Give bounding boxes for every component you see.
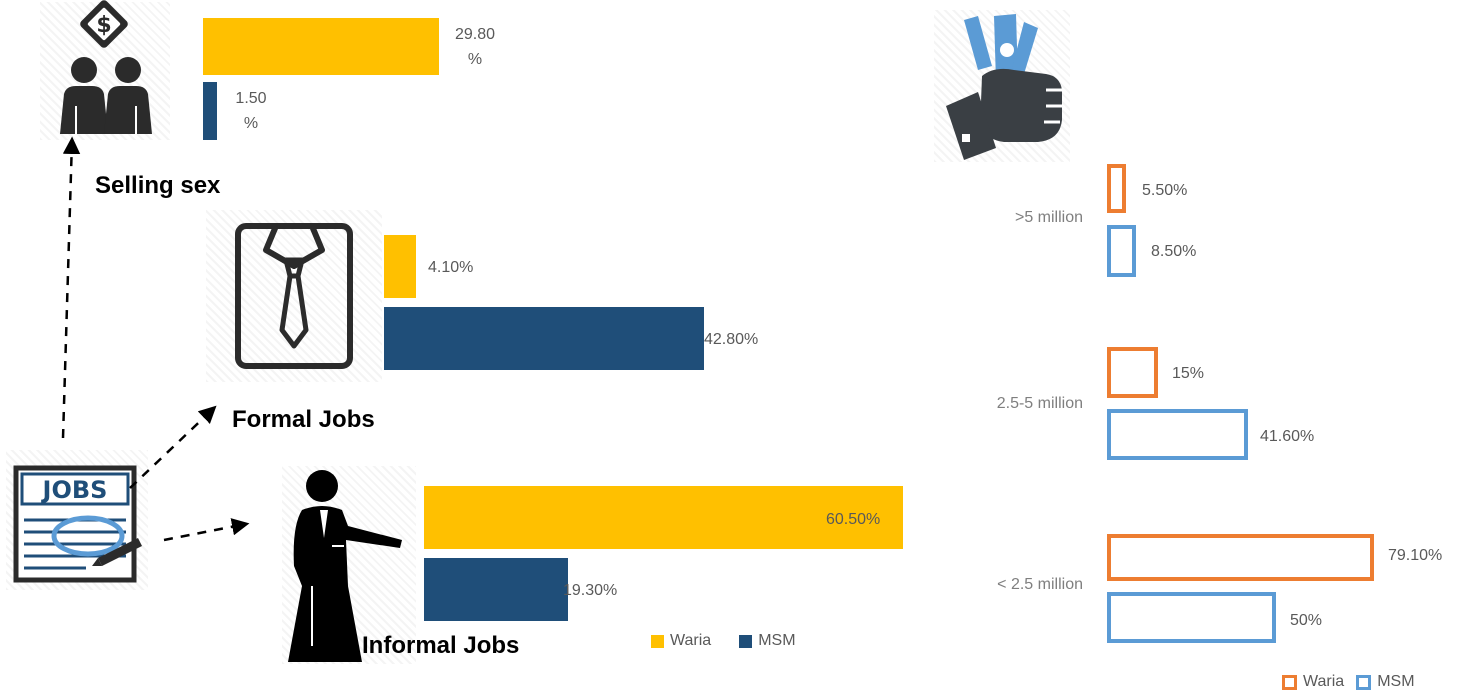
- legend-label-msm: MSM: [1377, 673, 1415, 690]
- value-informal-jobs-waria: 60.50%: [826, 511, 881, 528]
- bar-formal-jobs-waria: [384, 235, 417, 298]
- legend-swatch-waria: [651, 634, 664, 648]
- value-formal-jobs-msm: 42.80%: [704, 331, 759, 348]
- bar-over-5m-msm: [1107, 225, 1136, 277]
- value-over-5m-msm: 8.50%: [1151, 243, 1197, 260]
- svg-text:JOBS: JOBS: [41, 476, 108, 504]
- bar-over-5m-waria: [1107, 164, 1126, 213]
- jobs-newspaper-icon: JOBS: [6, 450, 148, 590]
- bar-informal-jobs-msm: [424, 558, 569, 621]
- label-selling-sex: Selling sex: [95, 172, 221, 199]
- bar-formal-jobs-msm: [384, 307, 704, 370]
- arrow-to-informal-jobs: [163, 518, 250, 542]
- value-2-5-to-5m-waria: 15%: [1172, 365, 1205, 382]
- bar-under-2-5m-msm: [1107, 592, 1276, 643]
- value-selling-sex-waria: 29.80 %: [454, 26, 496, 68]
- value-formal-jobs-waria: 4.10%: [428, 259, 474, 276]
- value-over-5m-waria: 5.50%: [1142, 182, 1188, 199]
- legend-label-msm: MSM: [758, 632, 796, 649]
- legend-label-waria: Waria: [670, 632, 712, 649]
- bar-under-2-5m-waria: [1107, 534, 1375, 581]
- value-selling-sex-msm: 1.50 %: [235, 90, 267, 132]
- bar-2-5-to-5m-msm: [1107, 409, 1248, 460]
- woman-presenter-icon: [282, 466, 416, 664]
- money-hand-icon: [934, 10, 1070, 162]
- bar-selling-sex-msm: [203, 82, 217, 140]
- legend-swatch-msm: [1356, 674, 1372, 690]
- value-informal-jobs-msm: 19.30%: [563, 582, 618, 599]
- income-legend: Waria MSM: [1282, 673, 1415, 691]
- value-2-5-to-5m-msm: 41.60%: [1260, 428, 1315, 445]
- money-exchange-people-icon: $: [40, 0, 170, 140]
- legend-swatch-waria: [1282, 674, 1297, 690]
- arrow-to-selling-sex: [61, 136, 81, 439]
- bar-2-5-to-5m-waria: [1107, 347, 1158, 398]
- income-category-label: < 2.5 million: [997, 576, 1083, 593]
- value-under-2-5m-msm: 50%: [1290, 612, 1323, 629]
- bar-selling-sex-waria: [203, 18, 440, 75]
- label-informal-jobs: Informal Jobs: [362, 632, 520, 659]
- income-category-label: >5 million: [1014, 209, 1083, 226]
- shirt-tie-icon: [206, 210, 382, 382]
- label-formal-jobs: Formal Jobs: [232, 406, 375, 433]
- income-category-label: 2.5-5 million: [996, 395, 1083, 412]
- value-under-2-5m-waria: 79.10%: [1388, 547, 1443, 564]
- legend-label-waria: Waria: [1303, 673, 1345, 690]
- jobs-legend: Waria MSM: [651, 632, 796, 650]
- legend-swatch-msm: [739, 634, 753, 648]
- svg-text:$: $: [96, 13, 111, 38]
- bar-informal-jobs-waria: [424, 486, 904, 549]
